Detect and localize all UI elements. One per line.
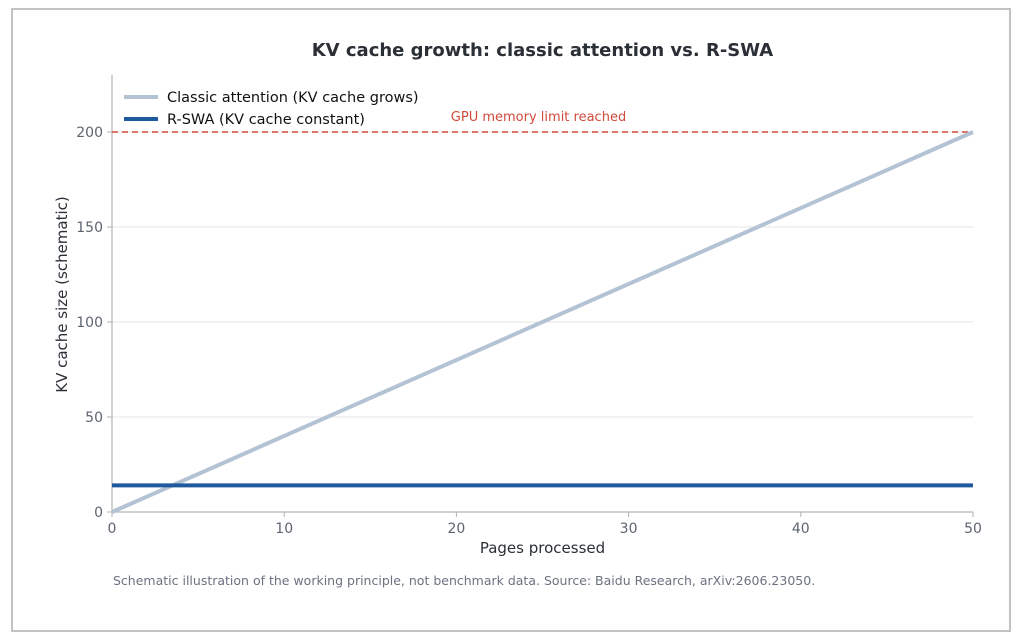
grid-lines [112, 131, 973, 418]
x-tick-label: 30 [620, 521, 638, 537]
y-tick-label: 0 [94, 505, 103, 521]
reference-line-label: GPU memory limit reached [451, 110, 626, 125]
figure-frame [11, 8, 1011, 632]
reference-line-group: GPU memory limit reached [112, 110, 973, 133]
legend-label: Classic attention (KV cache grows) [167, 90, 419, 106]
chart-title: KV cache growth: classic attention vs. R… [311, 40, 774, 61]
series-group [111, 130, 974, 514]
x-axis-label: Pages processed [480, 539, 605, 557]
y-tick-label: 100 [76, 315, 103, 331]
x-tick-label: 20 [447, 521, 465, 537]
x-tick-label: 0 [108, 521, 117, 537]
y-tick-label: 200 [76, 125, 103, 141]
series-line-classic-attention [111, 130, 974, 514]
y-axis-label: KV cache size (schematic) [53, 196, 71, 393]
legend-label: R-SWA (KV cache constant) [167, 112, 365, 128]
x-tick-label: 40 [792, 521, 810, 537]
legend: Classic attention (KV cache grows) R-SWA … [124, 90, 419, 128]
y-tick-label: 150 [76, 220, 103, 236]
x-tick-label: 10 [275, 521, 293, 537]
chart-caption: Schematic illustration of the working pr… [113, 573, 816, 588]
x-tick-label: 50 [964, 521, 982, 537]
axes: 0 50 100 150 200 0 10 20 30 40 50 Pages processed KV… [53, 75, 982, 557]
y-tick-label: 50 [85, 410, 103, 426]
